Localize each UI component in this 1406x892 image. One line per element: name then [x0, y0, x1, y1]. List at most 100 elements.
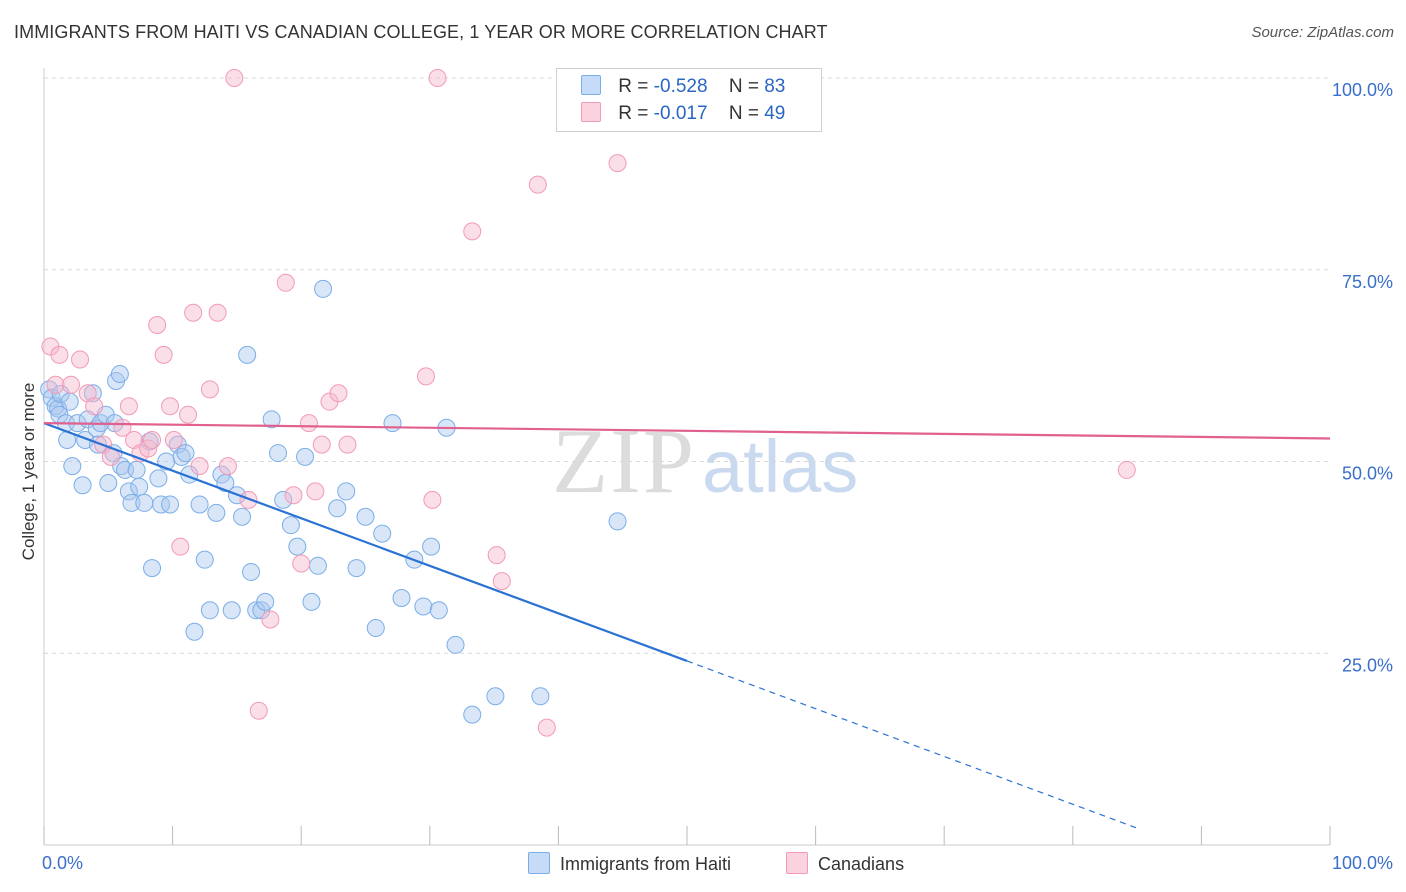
- series-canadians-points: [41, 69, 1136, 737]
- legend-r-label: R =: [618, 103, 649, 124]
- data-point: [288, 537, 307, 556]
- data-point: [125, 431, 144, 450]
- y-axis-label: College, 1 year or more: [19, 383, 38, 561]
- data-point: [276, 273, 295, 292]
- data-point: [252, 601, 271, 620]
- data-point: [208, 303, 227, 322]
- chart-title: IMMIGRANTS FROM HAITI VS CANADIAN COLLEG…: [14, 22, 828, 42]
- data-point: [347, 559, 366, 578]
- trend-line: [43, 422, 1331, 440]
- bottom-legend-swatch-haiti: [528, 852, 550, 874]
- data-point: [127, 460, 146, 479]
- data-point: [110, 365, 129, 384]
- data-point: [190, 495, 209, 514]
- data-point: [608, 512, 627, 531]
- data-point: [528, 175, 547, 194]
- data-point: [143, 431, 162, 450]
- source-label: Source: ZipAtlas.com: [1251, 24, 1394, 41]
- data-point: [328, 499, 347, 518]
- data-point: [337, 482, 356, 501]
- data-point: [164, 431, 183, 450]
- data-point: [308, 556, 327, 575]
- legend-swatch-haiti: [581, 75, 601, 95]
- data-point: [281, 516, 300, 535]
- data-point: [200, 601, 219, 620]
- y-tick-label: 50.0%: [1342, 464, 1393, 484]
- data-point: [185, 622, 204, 641]
- data-point: [62, 375, 81, 394]
- data-point: [85, 397, 104, 416]
- trend-lines: [43, 422, 1331, 829]
- data-point: [423, 490, 442, 509]
- data-point: [256, 592, 275, 611]
- legend-n-value: 83: [764, 76, 786, 97]
- data-point: [51, 385, 70, 404]
- bottom-legend-canadians: Canadians: [786, 852, 904, 875]
- data-point: [148, 315, 167, 334]
- data-point: [152, 495, 171, 514]
- data-point: [373, 524, 392, 543]
- data-point: [238, 345, 257, 364]
- legend-n-value: 49: [764, 103, 786, 124]
- data-point: [176, 444, 195, 463]
- trend-line: [43, 422, 688, 662]
- data-point: [416, 367, 435, 386]
- data-point: [446, 635, 465, 654]
- series-haiti-points: [40, 279, 627, 724]
- y-tick-label: 25.0%: [1342, 655, 1393, 675]
- data-point: [161, 397, 180, 416]
- data-point: [537, 718, 556, 737]
- bottom-legend-swatch-canadians: [786, 852, 808, 874]
- bottom-legend-haiti: Immigrants from Haiti: [528, 852, 731, 875]
- data-point: [1117, 460, 1136, 479]
- y-tick-label: 100.0%: [1332, 80, 1393, 100]
- data-point: [422, 537, 441, 556]
- data-point: [222, 601, 241, 620]
- data-point: [531, 687, 550, 706]
- data-point: [60, 392, 79, 411]
- legend-row-canadians: R = -0.017 N = 49: [581, 102, 785, 126]
- data-point: [269, 444, 288, 463]
- data-point: [49, 399, 68, 418]
- legend-r-value: -0.528: [653, 76, 708, 97]
- legend-row-haiti: R = -0.528 N = 83: [581, 75, 785, 99]
- data-point: [207, 503, 226, 522]
- data-point: [78, 384, 97, 403]
- data-point: [338, 435, 357, 454]
- bottom-legend-label-canadians: Canadians: [818, 854, 905, 874]
- legend-n-label: N =: [728, 76, 759, 97]
- y-tick-label: 75.0%: [1342, 272, 1393, 292]
- correlation-legend: R = -0.528 N = 83 R = -0.017 N = 49: [556, 68, 822, 132]
- data-point: [119, 482, 138, 501]
- data-point: [171, 537, 190, 556]
- data-point: [83, 384, 102, 403]
- grid-lines: [44, 77, 1330, 654]
- data-point: [119, 397, 138, 416]
- data-point: [428, 69, 447, 87]
- legend-r-label: R =: [618, 76, 649, 97]
- data-point: [429, 601, 448, 620]
- data-point: [463, 705, 482, 724]
- data-point: [249, 701, 268, 720]
- data-point: [262, 410, 281, 429]
- data-point: [261, 610, 280, 629]
- data-point: [139, 439, 158, 458]
- data-point: [233, 507, 252, 526]
- data-point: [218, 457, 237, 476]
- data-point: [306, 482, 325, 501]
- data-point: [46, 375, 65, 394]
- data-point: [130, 477, 149, 496]
- data-point: [190, 457, 209, 476]
- data-point: [329, 384, 348, 403]
- data-point: [608, 154, 627, 173]
- data-point: [143, 559, 162, 578]
- data-point: [184, 303, 203, 322]
- x-tick-label: 100.0%: [1332, 853, 1393, 873]
- data-point: [242, 562, 261, 581]
- data-point: [296, 447, 315, 466]
- data-point: [135, 493, 154, 512]
- data-point: [487, 546, 506, 565]
- data-point: [50, 345, 69, 364]
- data-point: [383, 414, 402, 433]
- data-point: [366, 618, 385, 637]
